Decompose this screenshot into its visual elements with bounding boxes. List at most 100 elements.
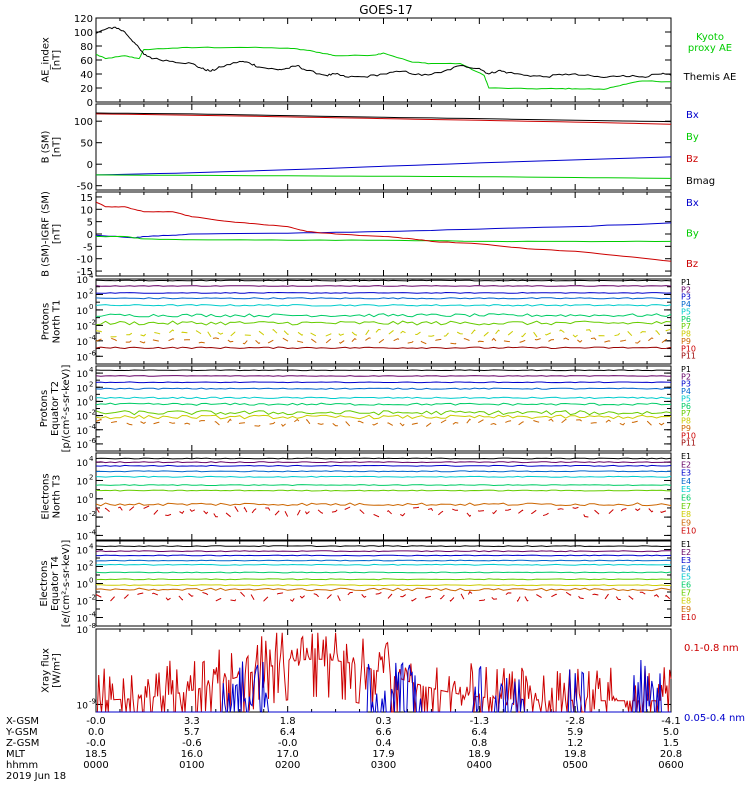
channel-line-e4 (95, 470, 672, 473)
panel-peq: Protons Equator T2 [p/(cm²-s-sr-keV)] 10 -61… (39, 365, 696, 453)
y-tick-label: -15 (77, 267, 93, 278)
legend-entry: P3 (681, 380, 691, 389)
y-tick-label: 0 (87, 160, 93, 171)
legend-entry: P5 (681, 307, 691, 316)
x-tick-label: -4.1 (661, 716, 681, 727)
legend-entry: E7 (681, 589, 691, 598)
series-line-bmag (95, 112, 672, 123)
panel-bsm: B (SM) [nT] -50 0 50 100 Bx By Bz Bmag (41, 103, 715, 193)
y-tick-exponent: 4 (89, 543, 94, 551)
channel-line-p6 (95, 313, 672, 318)
legend-entry: E9 (681, 518, 691, 527)
channel-line-e3 (96, 554, 672, 557)
x-tick-label: 0500 (562, 760, 587, 771)
y-tick-exponent: 4 (89, 455, 94, 463)
channel-line-p3 (95, 381, 672, 384)
x-tick-label: 1.8 (280, 716, 296, 727)
x-tick-label: 0400 (467, 760, 492, 771)
x-tick-label: 0.3 (376, 716, 392, 727)
y-tick-exponent: -4 (89, 528, 97, 536)
y-tick-exponent: -6 (89, 437, 97, 445)
legend-entry: P10 (681, 344, 696, 353)
x-tick-label: 6.4 (471, 727, 487, 738)
y-axis-label: Xray flux (41, 648, 52, 693)
y-tick-exponent: -9 (89, 697, 96, 705)
x-tick-label: -2.8 (565, 716, 585, 727)
legend-entry: Bz (686, 154, 698, 165)
y-tick-label: 10 (77, 353, 89, 363)
legend-entry: E2 (681, 548, 691, 557)
y-axis-label: [nT] (52, 137, 63, 157)
channel-line-p4 (95, 387, 672, 390)
legend-entry: P4 (681, 387, 691, 396)
channel-line-p9 (95, 337, 671, 345)
legend-entry: E5 (681, 572, 691, 581)
y-tick-label: 10 (77, 496, 89, 506)
y-tick-label: 0 (87, 98, 93, 109)
series-line-kyoto-proxy-ae (95, 46, 672, 90)
legend-entry: P7 (681, 322, 691, 331)
y-tick-label: 10 (77, 384, 89, 394)
y-tick-exponent: -4 (89, 423, 97, 431)
legend-entry: E2 (681, 460, 691, 469)
y-tick-label: 10 (77, 413, 89, 423)
y-tick-label: -50 (77, 182, 93, 193)
y-tick-label: 10 (77, 398, 89, 408)
x-tick-label: 5.7 (184, 727, 200, 738)
channel-line-e9 (95, 587, 672, 592)
y-tick-label: 10 (77, 598, 89, 608)
y-axis-label: B (SM)-IGRF (SM) (41, 191, 52, 277)
legend-entry: E1 (681, 540, 691, 549)
legend-entry: P6 (681, 315, 691, 324)
series-line-by (95, 174, 672, 179)
y-tick-label: 120 (74, 14, 93, 25)
legend-entry: P8 (681, 330, 691, 339)
x-tick-label: -0.0 (86, 716, 106, 727)
y-tick-exponent: -6 (89, 349, 97, 357)
channel-line-e10 (95, 505, 672, 518)
x-tick-label: 0000 (83, 760, 108, 771)
y-tick-exponent: 0 (89, 577, 93, 585)
x-tick-label: 5.9 (567, 727, 583, 738)
x-tick-label: 18.5 (85, 749, 107, 760)
legend-entry: P6 (681, 402, 691, 411)
legend-entry: Kyoto (696, 32, 724, 43)
legend-entry: P5 (681, 394, 691, 403)
legend-entry: 0.05-0.4 nm (684, 713, 745, 724)
y-tick-label: 10 (77, 581, 89, 591)
series-line-by (96, 235, 672, 243)
legend-entry: P9 (681, 424, 691, 433)
channel-line-p2 (95, 375, 672, 377)
y-tick-label: 10 (77, 564, 89, 574)
y-tick-label: 10 (77, 370, 89, 380)
channel-line-e7 (95, 578, 671, 581)
channel-line-e8 (96, 584, 672, 587)
channel-line-p5 (96, 396, 671, 400)
y-axis-label: Electrons (39, 560, 50, 606)
x-row-label: hhmm (6, 760, 38, 771)
legend-entry: E7 (681, 502, 691, 511)
x-tick-label: 0300 (371, 760, 396, 771)
legend-entry: E1 (681, 452, 691, 461)
x-tick-label: -0.6 (182, 738, 202, 749)
channel-line-e3 (95, 464, 672, 467)
y-tick-label: 10 (77, 276, 89, 286)
y-tick-exponent: 2 (89, 473, 93, 481)
y-tick-label: 10 (77, 626, 89, 636)
y-tick-label: 10 (77, 322, 89, 332)
y-tick-exponent: 4 (89, 272, 94, 280)
y-tick-label: 10 (77, 547, 89, 557)
x-tick-label: 5.0 (663, 727, 679, 738)
channel-line-p9 (95, 418, 672, 427)
x-tick-label: 6.6 (376, 727, 392, 738)
channel-line-e1 (95, 457, 672, 460)
channel-line-p7 (95, 320, 672, 326)
legend-entry: Bx (686, 198, 699, 209)
legend-entry: By (686, 132, 699, 143)
y-axis-label: AE_index (41, 37, 52, 83)
series-line-bx (95, 222, 672, 239)
y-tick-exponent: 2 (89, 560, 93, 568)
y-tick-label: 10 (80, 205, 93, 216)
